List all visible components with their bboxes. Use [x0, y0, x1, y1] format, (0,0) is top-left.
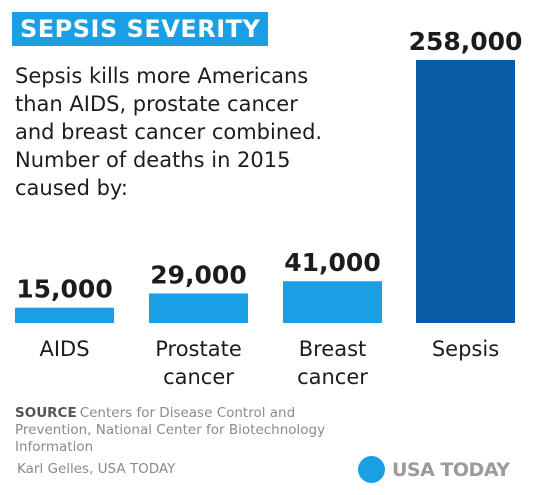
category-label: cancer: [297, 365, 368, 389]
logo-circle-icon: [358, 456, 385, 483]
category-label: Breast: [299, 337, 367, 361]
subtitle-line: than AIDS, prostate cancer: [15, 92, 298, 116]
subtitle-line: Sepsis kills more Americans: [15, 64, 309, 88]
value-label: 258,000: [409, 27, 523, 56]
category-label: AIDS: [39, 337, 89, 361]
logo-text: USA TODAY: [392, 458, 510, 481]
bar-chart: 15,000 AIDS 29,000 Prostate cancer 41,000 Brea…: [15, 27, 523, 389]
source-text: Centers for Disease Control and Preventi…: [15, 405, 326, 455]
usa-today-logo: USA TODAY: [358, 456, 510, 483]
category-label: cancer: [163, 365, 234, 389]
chart-subtitle: Sepsis kills more Americans than AIDS, p…: [15, 62, 365, 202]
source-note: SOURCE Centers for Disease Control and Pr…: [15, 405, 345, 456]
category-label: Prostate: [155, 337, 242, 361]
subtitle-line: Number of deaths in 2015: [15, 148, 291, 172]
bar-sepsis: [416, 60, 515, 323]
chart-title: SEPSIS SEVERITY: [12, 12, 269, 46]
bar-prostate-cancer: [149, 293, 248, 323]
credit-line: Karl Gelles, USA TODAY: [17, 461, 176, 477]
value-label: 15,000: [16, 275, 112, 304]
subtitle-line: caused by:: [15, 176, 128, 200]
source-label: SOURCE: [15, 405, 77, 421]
subtitle-line: and breast cancer combined.: [15, 120, 323, 144]
value-label: 29,000: [150, 260, 246, 289]
value-label: 41,000: [284, 248, 380, 277]
bar-breast-cancer: [283, 281, 382, 323]
category-label: Sepsis: [432, 337, 499, 361]
bar-aids: [15, 307, 114, 323]
